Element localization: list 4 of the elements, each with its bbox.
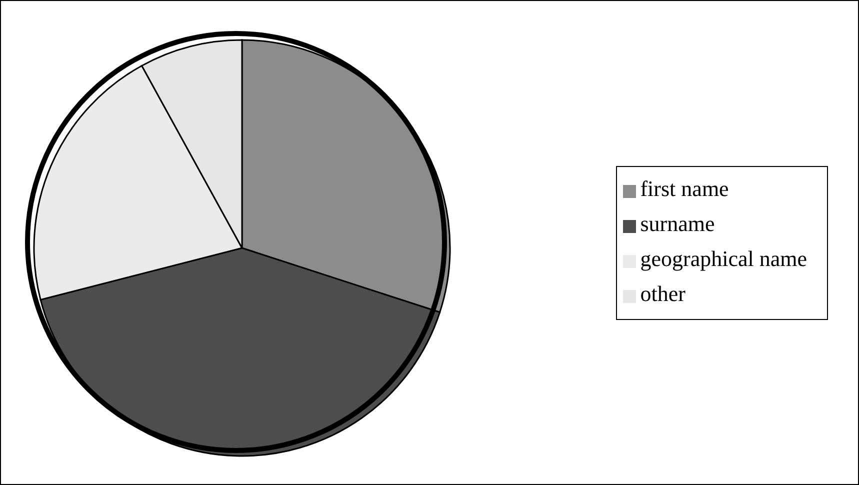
legend-label: surname [640, 210, 715, 236]
legend-label: first name [640, 176, 729, 200]
legend-label: geographical name [640, 246, 807, 270]
legend-label: other [640, 280, 686, 306]
